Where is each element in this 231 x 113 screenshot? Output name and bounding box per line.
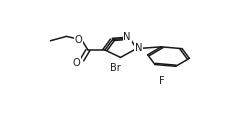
- Text: F: F: [159, 76, 165, 86]
- Text: N: N: [123, 32, 131, 42]
- Text: O: O: [73, 57, 80, 67]
- Text: N: N: [135, 43, 143, 53]
- Text: O: O: [75, 35, 82, 45]
- Text: Br: Br: [110, 62, 121, 72]
